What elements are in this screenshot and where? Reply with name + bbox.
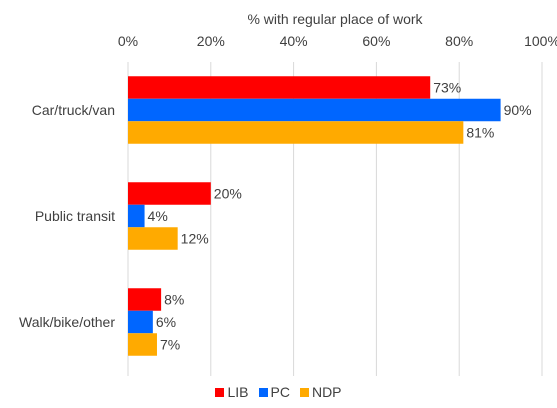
bar-pc <box>128 204 145 228</box>
bar-lib <box>128 288 162 311</box>
data-label: 81% <box>466 125 494 141</box>
legend-item-ndp: NDP <box>299 384 342 400</box>
bar-ndp <box>128 121 464 144</box>
legend-swatch-pc <box>258 387 268 397</box>
x-tick-label: 40% <box>280 33 308 49</box>
bar-lib <box>128 182 211 205</box>
data-label: 8% <box>164 292 184 308</box>
category-label: Car/truck/van <box>32 102 115 118</box>
legend-label-pc: PC <box>270 384 290 400</box>
legend-swatch-ndp <box>299 387 309 397</box>
data-label: 6% <box>156 314 176 330</box>
bar-ndp <box>128 227 178 250</box>
legend-label-ndp: NDP <box>311 384 342 400</box>
legend-item-lib: LIB <box>215 384 249 400</box>
legend: LIB PC NDP <box>0 384 557 400</box>
bar-pc <box>128 98 501 122</box>
x-axis-title: % with regular place of work <box>247 11 423 27</box>
data-label: 12% <box>181 231 209 247</box>
data-label: 7% <box>160 337 180 353</box>
data-label: 90% <box>504 102 532 118</box>
bar-ndp <box>128 333 157 356</box>
x-tick-label: 60% <box>362 33 390 49</box>
legend-item-pc: PC <box>258 384 290 400</box>
category-label: Public transit <box>35 208 115 224</box>
x-tick-label: 100% <box>524 33 557 49</box>
category-label: Walk/bike/other <box>19 314 115 330</box>
data-label: 4% <box>148 208 168 224</box>
x-tick-label: 0% <box>118 33 138 49</box>
x-tick-label: 80% <box>445 33 473 49</box>
legend-label-lib: LIB <box>227 384 249 400</box>
legend-swatch-lib <box>215 387 225 397</box>
x-tick-label: 20% <box>197 33 225 49</box>
data-label: 20% <box>214 186 242 202</box>
bar-pc <box>128 310 153 334</box>
data-label: 73% <box>433 80 461 96</box>
bar-lib <box>128 76 431 99</box>
